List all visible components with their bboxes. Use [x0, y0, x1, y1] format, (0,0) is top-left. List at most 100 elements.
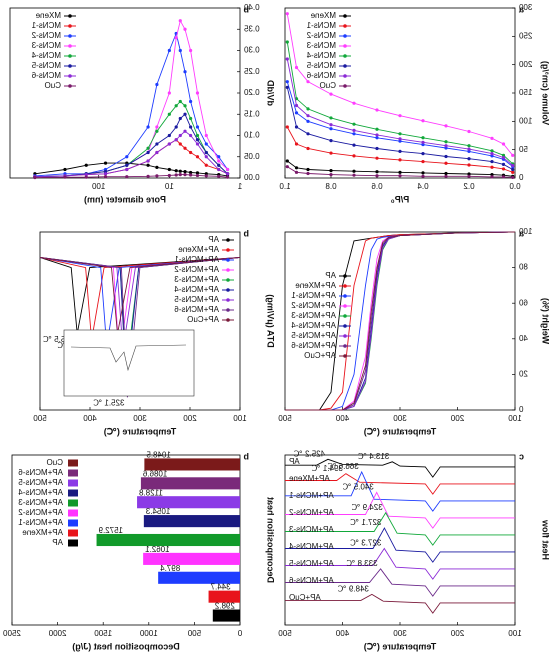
- series-marker: [444, 171, 448, 176]
- legend-label: AP+MCNs-6: [18, 468, 63, 477]
- bar-value-label: 1572.9: [98, 526, 123, 535]
- legend-marker: [68, 84, 72, 88]
- legend-swatch: [68, 489, 78, 497]
- series-marker: [195, 138, 200, 142]
- series-marker: [146, 125, 150, 129]
- series-marker: [225, 172, 230, 176]
- bar: [143, 552, 240, 565]
- legend-label: AP+MCNs-6: [291, 341, 336, 350]
- series-marker: [195, 155, 200, 159]
- series-marker: [103, 161, 108, 165]
- series-marker: [217, 163, 221, 167]
- legend-label: MCNs-2: [306, 31, 336, 40]
- x-tick-label: 0.0: [509, 182, 521, 191]
- legend-marker: [68, 34, 72, 38]
- series-marker: [490, 154, 494, 158]
- legend-marker: [226, 298, 230, 302]
- y-tick-label: 80: [518, 263, 527, 272]
- legend-label: CuO: [320, 81, 336, 90]
- series-marker: [421, 174, 425, 178]
- legend-label: MCNs-1: [306, 21, 336, 30]
- legend-label: MCNs-1: [31, 21, 61, 30]
- x-tick-label: 1000: [139, 629, 157, 638]
- x-tick-label: 0.6: [371, 182, 383, 191]
- legend-marker: [343, 314, 347, 318]
- series-line: [286, 87, 513, 170]
- series-line: [285, 593, 515, 614]
- series-marker: [294, 103, 299, 108]
- x-axis-label: Temperature (℃): [104, 426, 176, 436]
- series-marker: [84, 175, 88, 179]
- legend-label: CuO: [45, 81, 61, 90]
- series-marker: [352, 154, 356, 158]
- series-marker: [195, 91, 200, 95]
- series-marker: [167, 112, 171, 116]
- legend-label: AP+MCNs-3: [291, 311, 336, 320]
- inset-curve: [70, 344, 187, 372]
- series-line: [285, 491, 515, 529]
- series-marker: [178, 169, 182, 173]
- series-marker: [146, 174, 150, 178]
- x-tick-label: 100: [508, 414, 522, 423]
- x-tick-label: 200: [450, 629, 464, 638]
- series-marker: [167, 91, 171, 95]
- series-marker: [467, 147, 471, 151]
- series-marker: [155, 174, 159, 178]
- x-tick-label: 500: [278, 414, 292, 423]
- series-marker: [398, 137, 402, 141]
- y-tick-label: 0.15: [243, 109, 259, 118]
- series-marker: [294, 170, 299, 174]
- x-tick-label: 100: [233, 414, 247, 423]
- series-marker: [511, 153, 515, 157]
- series-marker: [329, 123, 333, 127]
- series-marker: [183, 129, 187, 133]
- bar: [137, 496, 240, 509]
- series-marker: [444, 154, 448, 159]
- series-marker: [398, 149, 402, 153]
- series-marker: [183, 112, 187, 116]
- legend-label: MCNs-5: [306, 61, 336, 70]
- peak-label: 324.9 ℃: [351, 503, 382, 512]
- bar: [96, 533, 240, 547]
- series-marker: [225, 167, 230, 172]
- series-marker: [174, 173, 178, 177]
- y-tick-label: 200: [518, 60, 532, 69]
- bar-value-label: 1048.5: [146, 451, 171, 460]
- curve-label: AP+MXene: [288, 474, 329, 483]
- series-marker: [167, 167, 171, 172]
- series-marker: [329, 151, 333, 155]
- series-marker: [167, 133, 171, 138]
- series-marker: [195, 171, 200, 175]
- legend-marker: [68, 54, 72, 58]
- x-axis-label: Decomposition heat (J/g): [72, 641, 180, 651]
- series-marker: [375, 174, 379, 178]
- curve-label: AP+MCNs-3: [288, 525, 333, 534]
- series-marker: [398, 114, 402, 118]
- legend-swatch: [68, 509, 78, 517]
- y-axis-label: DTA (μV/mg): [266, 294, 276, 348]
- legend-swatch: [68, 479, 78, 487]
- bar-value-label: 1128.8: [139, 488, 163, 497]
- series-marker: [189, 173, 193, 177]
- series-marker: [285, 80, 289, 84]
- legend-swatch: [68, 529, 78, 537]
- mirrored-figure: 0.0 0.2 0.4 0.6 0.8 1.0 P/P₀ Volume (cm³/g) a 0 50…: [3, 3, 551, 651]
- series-marker: [329, 116, 333, 120]
- series-marker: [178, 99, 182, 104]
- bar-value-label: 1054.3: [145, 507, 170, 516]
- series-marker: [167, 142, 171, 146]
- x-tick-label: 500: [33, 414, 47, 423]
- legend-label: AP: [52, 538, 63, 547]
- x-tick-label: 300: [393, 629, 407, 638]
- series-marker: [285, 40, 289, 44]
- legend-swatch: [68, 539, 78, 547]
- series-marker: [490, 149, 494, 153]
- series-marker: [178, 133, 182, 138]
- y-tick-label: 50: [518, 145, 527, 154]
- legend-label: MCNs-3: [306, 41, 336, 50]
- y-tick-label: 100: [518, 116, 532, 125]
- legend-label: AP+MCNs-2: [174, 265, 219, 274]
- series-marker: [444, 146, 448, 150]
- panel-label: b: [243, 451, 249, 461]
